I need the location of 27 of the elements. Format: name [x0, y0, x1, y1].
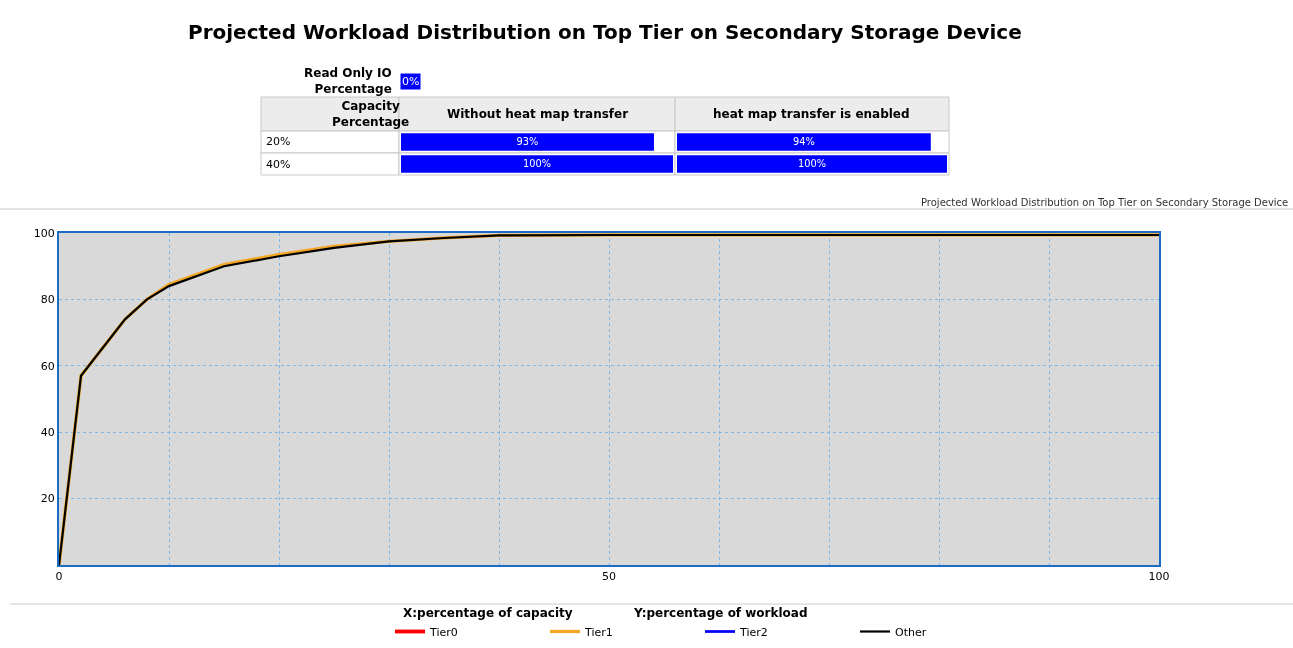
y-tick-label: 40: [40, 426, 55, 440]
series-label: Without heat map transfer: [447, 107, 629, 121]
data-label: 100%: [522, 158, 552, 170]
legend-label: Tier1: [584, 625, 613, 639]
data-label: 100%: [797, 158, 827, 170]
x-tick-label: 50: [602, 570, 616, 584]
series-label: heat map transfer is enabled: [713, 107, 910, 121]
text: X:percentage of capacity: [403, 606, 573, 620]
y-tick-label: 80: [40, 293, 55, 307]
y-tick-label: 20: [40, 492, 55, 506]
x-tick-label: 100: [1148, 570, 1170, 584]
text: Y:percentage of workload: [633, 606, 808, 620]
data-label: 93%: [516, 136, 539, 148]
legend-label: Tier0: [429, 625, 458, 639]
y-tick-label: 60: [40, 359, 55, 373]
y-tick-label: 100: [33, 226, 55, 240]
text: Projected Workload Distribution on Top Tier on Secondary Storage Device: [188, 20, 1022, 44]
text: Projected Workload Distribution on Top Tier on Secondary Storage Device: [921, 197, 1289, 208]
legend-label: Tier2: [739, 625, 768, 639]
text: 0%: [402, 75, 420, 88]
category-label: 20%: [266, 135, 291, 148]
text: Read Only IO Percentage: [304, 66, 392, 96]
category-label: 40%: [266, 158, 291, 171]
legend-label: Other: [895, 625, 927, 639]
x-tick-label: 0: [55, 570, 63, 584]
legend-title: Capacity Percentage: [332, 99, 410, 129]
data-label: 94%: [793, 136, 815, 148]
